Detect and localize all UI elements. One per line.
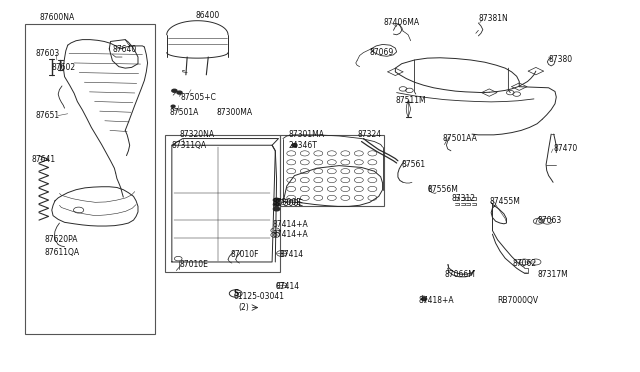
Text: 87611QA: 87611QA	[44, 248, 79, 257]
Circle shape	[292, 144, 297, 147]
Bar	[280, 135, 384, 206]
Circle shape	[172, 89, 177, 92]
Text: 87317M: 87317M	[537, 270, 568, 279]
Text: 87505+C: 87505+C	[180, 93, 217, 102]
Text: 87602: 87602	[52, 63, 76, 72]
Text: 87561: 87561	[402, 160, 426, 169]
Circle shape	[273, 207, 280, 211]
Circle shape	[172, 105, 175, 108]
Text: 87603: 87603	[36, 49, 60, 58]
Text: 87066M: 87066M	[445, 270, 476, 279]
Text: 87556M: 87556M	[428, 185, 458, 194]
Text: 87414: 87414	[275, 282, 300, 291]
Text: 87300E: 87300E	[272, 198, 301, 207]
Text: 87455M: 87455M	[490, 197, 521, 206]
Text: 87381N: 87381N	[478, 14, 508, 23]
Text: 87414+A: 87414+A	[273, 230, 308, 240]
Text: 86400: 86400	[195, 11, 220, 20]
Text: 87063: 87063	[537, 216, 561, 225]
Text: 87301MA: 87301MA	[288, 130, 324, 140]
Text: 87406MA: 87406MA	[384, 18, 420, 27]
Circle shape	[422, 298, 427, 301]
Text: 87470: 87470	[553, 144, 577, 153]
Text: (2): (2)	[238, 303, 249, 312]
Text: 01125-03041: 01125-03041	[233, 292, 284, 301]
Circle shape	[177, 91, 182, 94]
Bar	[166, 135, 280, 272]
Text: S: S	[233, 289, 238, 298]
Bar	[25, 24, 156, 334]
Text: 87300E: 87300E	[274, 199, 303, 208]
Circle shape	[273, 198, 280, 202]
Text: 87651: 87651	[36, 111, 60, 120]
Text: 87414: 87414	[279, 250, 303, 259]
Text: 87600NA: 87600NA	[39, 13, 74, 22]
Text: 87069: 87069	[370, 48, 394, 57]
Text: RB7000QV: RB7000QV	[497, 296, 539, 305]
Text: 87311QA: 87311QA	[172, 141, 207, 150]
Text: 87320NA: 87320NA	[179, 130, 214, 140]
Text: 87511M: 87511M	[396, 96, 426, 105]
Text: 87312: 87312	[452, 195, 476, 203]
Text: 87418+A: 87418+A	[419, 296, 454, 305]
Text: 87062: 87062	[513, 259, 537, 267]
Text: 87324: 87324	[357, 130, 381, 140]
Circle shape	[273, 203, 280, 206]
Text: 87640: 87640	[113, 45, 137, 54]
Text: 87300MA: 87300MA	[216, 108, 253, 117]
Text: 87501A: 87501A	[170, 108, 198, 117]
Text: 87620PA: 87620PA	[44, 235, 77, 244]
Text: 87414+A: 87414+A	[273, 221, 308, 230]
Text: 87010E: 87010E	[179, 260, 209, 269]
Text: 24346T: 24346T	[288, 141, 317, 150]
Text: 87010F: 87010F	[230, 250, 259, 259]
Text: 87641: 87641	[31, 155, 56, 164]
Text: 87501AA: 87501AA	[443, 134, 477, 143]
Text: 87380: 87380	[548, 55, 573, 64]
